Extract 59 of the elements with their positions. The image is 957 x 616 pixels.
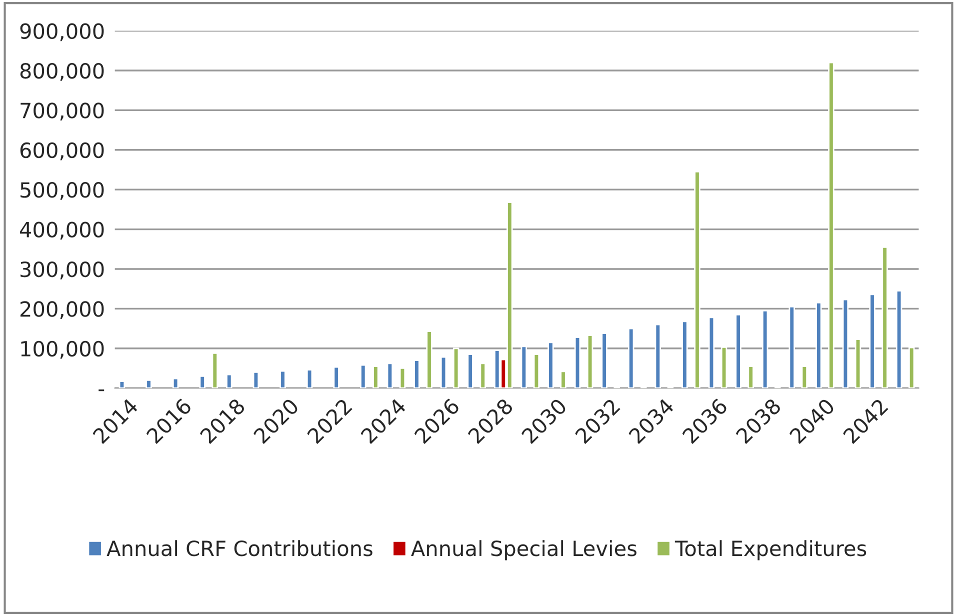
bar [574, 336, 581, 388]
bar [748, 366, 754, 388]
y-tick-label: 300,000 [20, 261, 104, 280]
bar [735, 314, 742, 388]
bar [560, 370, 566, 388]
bar [548, 342, 554, 388]
bar [306, 369, 313, 388]
y-tick-label: 200,000 [20, 301, 104, 320]
bar [708, 316, 715, 388]
bar [908, 346, 915, 388]
bar [682, 320, 688, 388]
y-tick-label: - [98, 389, 104, 392]
bar [280, 370, 286, 388]
bar [520, 346, 528, 388]
bar [882, 246, 888, 388]
y-tick-label: 500,000 [20, 182, 104, 200]
bar [333, 366, 340, 388]
bar [762, 310, 768, 388]
bar [654, 324, 661, 388]
legend-label: Total Expenditures [674, 540, 866, 560]
bar [480, 362, 486, 388]
legend-label: Annual CRF Contributions [106, 540, 372, 556]
y-tick-label: 700,000 [20, 102, 104, 121]
bar [628, 328, 634, 388]
y-tick-label: 400,000 [20, 222, 104, 240]
bar [199, 375, 206, 388]
bar [426, 330, 432, 388]
y-tick-label: 600,000 [20, 142, 104, 160]
bar [869, 294, 876, 388]
bar [399, 368, 406, 388]
bar [828, 62, 834, 388]
bar [360, 364, 366, 388]
bar [467, 354, 474, 388]
bar [533, 354, 540, 388]
bar [854, 338, 862, 388]
bar [601, 332, 608, 388]
bar [896, 290, 902, 388]
bar [801, 366, 808, 388]
y-tick-label: 100,000 [21, 340, 104, 359]
bar [172, 378, 179, 388]
bar [372, 366, 379, 388]
bar [118, 380, 126, 388]
bar [452, 348, 460, 388]
bar [694, 171, 700, 388]
bar [788, 306, 795, 388]
bar [252, 372, 260, 388]
legend-label: Annual Special Levies [411, 540, 636, 560]
bar [386, 362, 394, 388]
bar [226, 374, 232, 388]
bar [586, 334, 594, 388]
bar [146, 379, 152, 388]
bar [720, 346, 728, 388]
y-tick-label: 800,000 [20, 62, 104, 81]
bar [842, 298, 849, 388]
y-tick-label: 900,000 [20, 23, 104, 42]
bar [816, 302, 822, 388]
bar [212, 352, 218, 388]
bar [440, 356, 447, 388]
bar [414, 360, 420, 388]
